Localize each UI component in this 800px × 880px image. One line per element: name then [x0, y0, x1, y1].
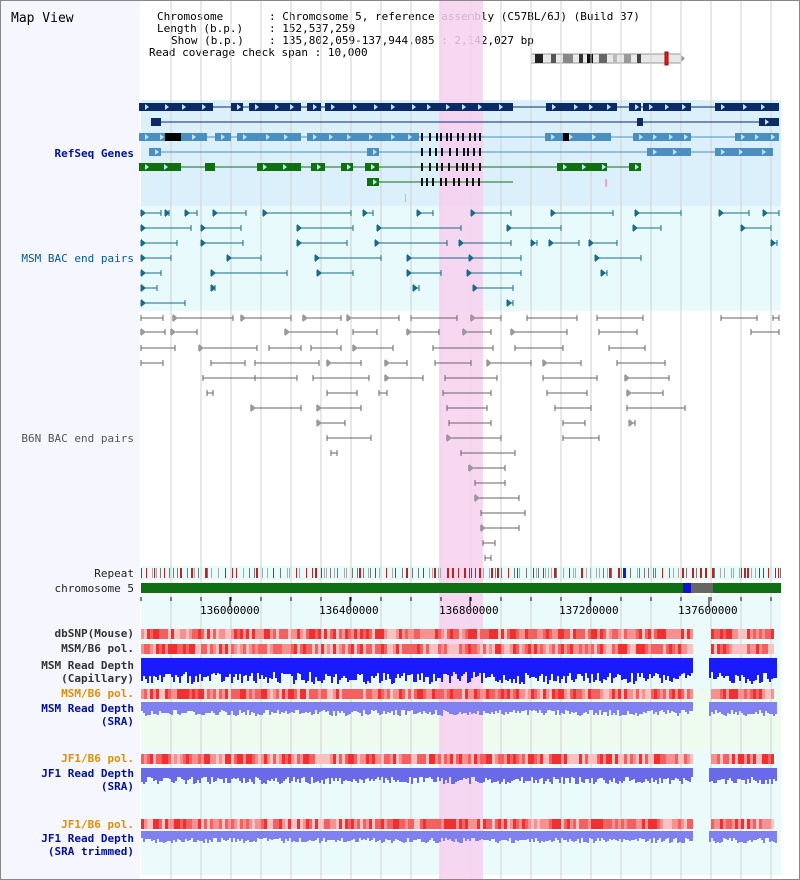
- axis-tick-label: 137200000: [559, 604, 619, 617]
- axis-tick-label: 136800000: [439, 604, 499, 617]
- show-label: Show (b.p.): [171, 34, 244, 47]
- track-label-jf1-depth-trim-sub: (SRA trimmed): [47, 845, 134, 858]
- track-label-jf1-depth-sra-sub: (SRA): [100, 780, 134, 793]
- track-label-msm-depth-sra-sub: (SRA): [100, 715, 134, 728]
- selected-region-highlight[interactable]: [439, 1, 483, 879]
- track-label-b6n-bac[interactable]: B6N BAC end pairs: [21, 432, 134, 445]
- track-label-msm-depth-capillary[interactable]: MSM Read Depth: [41, 659, 134, 672]
- track-label-panel: [1, 1, 140, 879]
- track-label-dbsnp[interactable]: dbSNP(Mouse): [54, 627, 134, 640]
- axis-tick-label: 136000000: [200, 604, 260, 617]
- track-label-msm-bac[interactable]: MSM BAC end pairs: [21, 252, 134, 265]
- app-title: Map View: [11, 11, 74, 26]
- track-label-msm-b6-pol-1[interactable]: MSM/B6 pol.: [61, 642, 134, 655]
- track-label-jf1-b6-pol-2[interactable]: JF1/B6 pol.: [61, 818, 134, 831]
- track-label-jf1-depth-trim[interactable]: JF1 Read Depth: [41, 832, 134, 845]
- length-label: Length (b.p.): [157, 22, 244, 35]
- track-label-chromosome[interactable]: chromosome 5: [54, 582, 134, 595]
- track-label-repeat[interactable]: Repeat: [94, 567, 134, 580]
- coverage-label: Read coverage check span: [149, 46, 308, 59]
- track-label-msm-depth-capillary-sub: (Capillary): [61, 672, 134, 685]
- length-value: 152,537,259: [282, 22, 356, 35]
- track-label-jf1-depth-sra[interactable]: JF1 Read Depth: [41, 767, 134, 780]
- track-label-msm-depth-sra[interactable]: MSM Read Depth: [41, 702, 134, 715]
- track-label-msm-b6-pol-2[interactable]: MSM/B6 pol.: [61, 687, 134, 700]
- track-features: [139, 103, 781, 843]
- coverage-value: 10,000: [327, 46, 368, 59]
- chromosome-ideogram[interactable]: [529, 51, 689, 67]
- chromosome-label: Chromosome: [157, 10, 224, 23]
- axis-tick-label: 137600000: [678, 604, 738, 617]
- track-label-refseq[interactable]: RefSeq Genes: [54, 147, 134, 160]
- axis-tick-label: 136400000: [319, 604, 379, 617]
- track-label-jf1-b6-pol-1[interactable]: JF1/B6 pol.: [61, 752, 134, 765]
- ideogram-position-marker: [664, 51, 669, 66]
